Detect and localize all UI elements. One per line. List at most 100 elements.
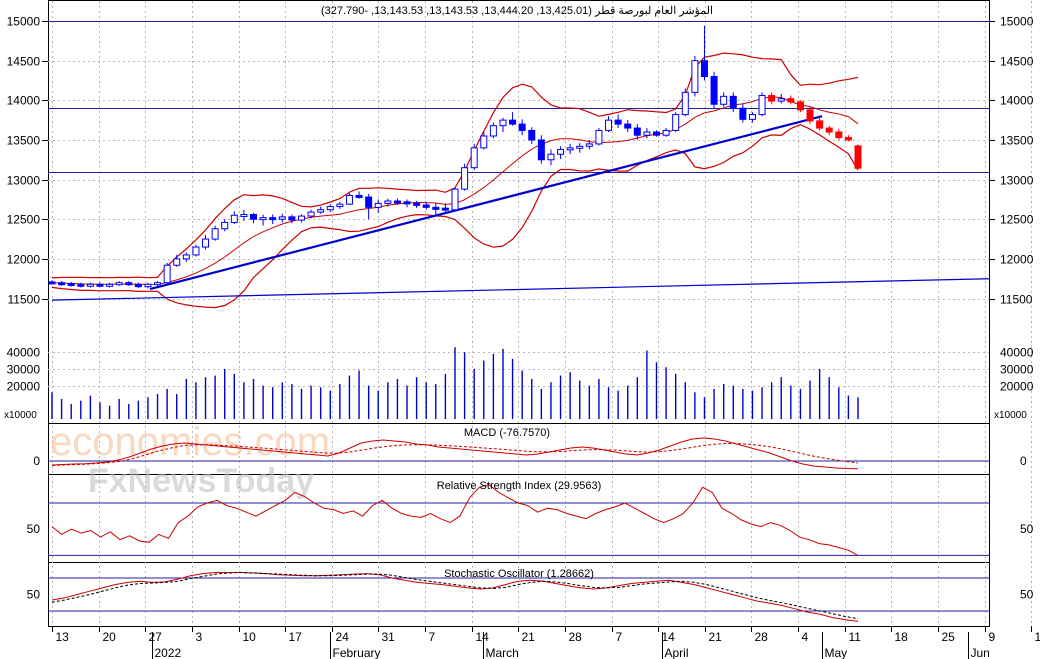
price-tick-label-left: 13000: [7, 174, 41, 188]
macd-line: [51, 437, 859, 470]
candle-body: [739, 107, 747, 120]
x-day-label: 17: [289, 630, 303, 644]
stoch-d-line: [51, 571, 859, 620]
x-day-label: 21: [522, 630, 536, 644]
candles-layer: [48, 25, 862, 289]
axis-ticks-layer: 13 20 27 3 10 17 24 31 7 14 21 28 7 14 21 28 4 11 18 25 9 16 2…: [7, 15, 1040, 659]
price-tick-label-left: 11500: [8, 293, 41, 307]
x-day-label: 28: [569, 630, 583, 644]
indicator-lines-layer: [51, 437, 859, 622]
candle-body: [758, 95, 766, 116]
x-month-label: 2022: [155, 646, 182, 659]
x-day-label: 24: [336, 630, 350, 644]
x-day-label: 18: [895, 630, 909, 644]
candle-body: [672, 114, 680, 131]
candle-body: [125, 282, 133, 286]
volume-unit-left: x10000: [4, 410, 37, 421]
candle-body: [441, 207, 449, 211]
candle-body: [336, 203, 344, 208]
x-day-label: 4: [802, 630, 809, 644]
candle-body: [451, 188, 459, 211]
candle-body: [307, 211, 315, 217]
price-tick-label-right: 12500: [1000, 213, 1034, 227]
candle-body: [278, 216, 286, 220]
candle-body: [595, 129, 603, 145]
volume-unit-right: x10000: [994, 410, 1027, 421]
candle-body: [202, 238, 210, 248]
candle-body: [653, 131, 660, 136]
candle-body: [317, 209, 325, 213]
volume-tick-label-left: 40000: [7, 346, 41, 360]
trendlines-layer: [51, 115, 990, 301]
candle-body: [422, 204, 430, 208]
candle-body: [221, 221, 229, 230]
candle-body: [384, 200, 392, 204]
candle-body: [470, 147, 478, 169]
bollinger-lower: [51, 124, 859, 309]
support-trendline: [149, 115, 823, 291]
candle-body: [326, 206, 334, 211]
price-chart-title: المؤشر العام لبورصة قطر (13,425.01, 13,4…: [321, 5, 713, 17]
volume-tick-label-left: 20000: [7, 380, 41, 394]
candle-body: [355, 194, 363, 198]
candle-body: [230, 214, 238, 223]
candle-body: [624, 123, 632, 129]
candle-body: [58, 282, 66, 286]
price-tick-label-right: 13000: [1000, 174, 1034, 188]
candle-body: [106, 283, 114, 287]
x-day-label: 21: [709, 630, 723, 644]
x-day-label: 11: [849, 630, 862, 644]
x-day-label: 7: [429, 630, 436, 644]
candle-body: [768, 95, 776, 102]
candle-body: [509, 119, 517, 125]
x-day-label: 31: [382, 630, 396, 644]
stoch-title: Stochastic Oscillator (1.28662): [444, 568, 594, 580]
macd-tick-label-right: 0: [1020, 454, 1027, 468]
stoch-k-line: [51, 572, 859, 622]
x-day-label: 14: [476, 630, 490, 644]
x-day-label: 10: [243, 630, 257, 644]
candle-body: [250, 213, 257, 220]
candle-body: [585, 143, 593, 147]
candle-body: [163, 264, 171, 284]
candle-body: [566, 147, 574, 151]
candle-body: [518, 123, 526, 131]
candle-body: [259, 217, 267, 221]
price-tick-label-right: 15000: [1000, 15, 1034, 29]
x-day-label: 3: [196, 630, 203, 644]
rsi-tick-label-left: 50: [27, 522, 41, 536]
candle-body: [681, 91, 689, 116]
candle-body: [700, 60, 708, 78]
x-month-label: March: [486, 646, 519, 659]
candle-body: [182, 254, 190, 260]
volume-bars-layer: [51, 347, 859, 419]
x-day-label: 28: [755, 630, 769, 644]
rsi-tick-label-right: 50: [1020, 522, 1034, 536]
x-day-label: 14: [662, 630, 676, 644]
candle-body: [115, 282, 123, 286]
candle-body: [48, 281, 56, 285]
candle-body: [86, 283, 94, 287]
candle-body: [461, 167, 469, 190]
candle-body: [192, 246, 200, 256]
x-day-label: 27: [149, 630, 163, 644]
price-tick-label-right: 14500: [1000, 55, 1034, 69]
candle-body: [432, 206, 440, 210]
candle-body: [528, 129, 536, 141]
candle-body: [365, 196, 373, 208]
candle-body: [393, 200, 401, 204]
volume-tick-label-left: 30000: [7, 363, 41, 377]
candle-body: [144, 283, 152, 288]
x-day-label: 7: [616, 630, 623, 644]
candle-body: [787, 98, 795, 103]
price-tick-label-left: 12000: [7, 253, 41, 267]
candle-body: [403, 201, 411, 205]
price-tick-label-left: 14000: [7, 94, 41, 108]
candle-body: [729, 95, 737, 109]
candle-body: [374, 202, 382, 208]
candle-body: [576, 145, 584, 149]
candle-body: [643, 131, 651, 136]
candle-body: [796, 101, 804, 111]
price-tick-label-left: 13500: [7, 134, 41, 148]
candle-body: [816, 120, 824, 129]
